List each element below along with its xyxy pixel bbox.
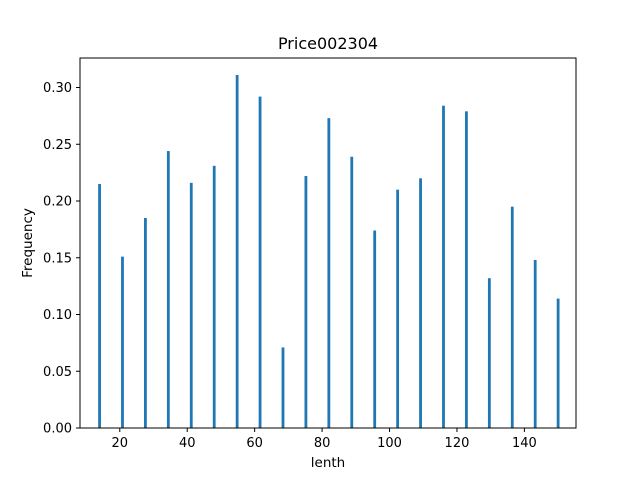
bar [396, 189, 400, 428]
y-axis-label: Frequency [20, 208, 36, 278]
bar [258, 96, 262, 428]
x-axis-label: lenth [311, 455, 345, 471]
chart-title: Price002304 [278, 34, 378, 53]
x-tick-label: 100 [377, 436, 402, 451]
y-tick-label: 0.20 [43, 195, 72, 210]
x-tick-label: 60 [246, 436, 263, 451]
x-tick-label: 40 [179, 436, 196, 451]
x-tick-label: 140 [512, 436, 537, 451]
plot-area-frame [79, 57, 577, 429]
y-tick-label: 0.30 [43, 81, 72, 96]
bar [189, 182, 193, 428]
bars-group [98, 75, 560, 429]
bar [465, 111, 468, 428]
bar [121, 256, 124, 428]
x-tick-label: 20 [112, 436, 129, 451]
bar [533, 260, 537, 428]
bar [419, 178, 422, 428]
y-tick-label: 0.00 [43, 422, 72, 437]
bar [442, 105, 445, 429]
bar [487, 278, 491, 428]
bar [166, 151, 170, 428]
bar [235, 75, 239, 429]
bar [556, 298, 560, 428]
bar [281, 347, 285, 428]
x-axis-ticks: 20 40 60 80 100 120 140 [112, 428, 537, 451]
y-tick-label: 0.15 [43, 251, 72, 266]
bar [510, 206, 514, 428]
bar [373, 230, 377, 428]
x-tick-label: 120 [445, 436, 470, 451]
bar [98, 183, 101, 428]
y-axis-ticks: 0.00 0.05 0.10 0.15 0.20 0.25 0.30 [43, 81, 80, 437]
bar [212, 165, 216, 428]
y-tick-label: 0.10 [43, 308, 72, 323]
x-tick-label: 80 [314, 436, 331, 451]
y-tick-label: 0.25 [43, 138, 72, 153]
bar [144, 218, 147, 428]
bar [327, 118, 331, 429]
bar [350, 156, 354, 429]
y-tick-label: 0.05 [43, 365, 72, 380]
bar [304, 176, 308, 428]
